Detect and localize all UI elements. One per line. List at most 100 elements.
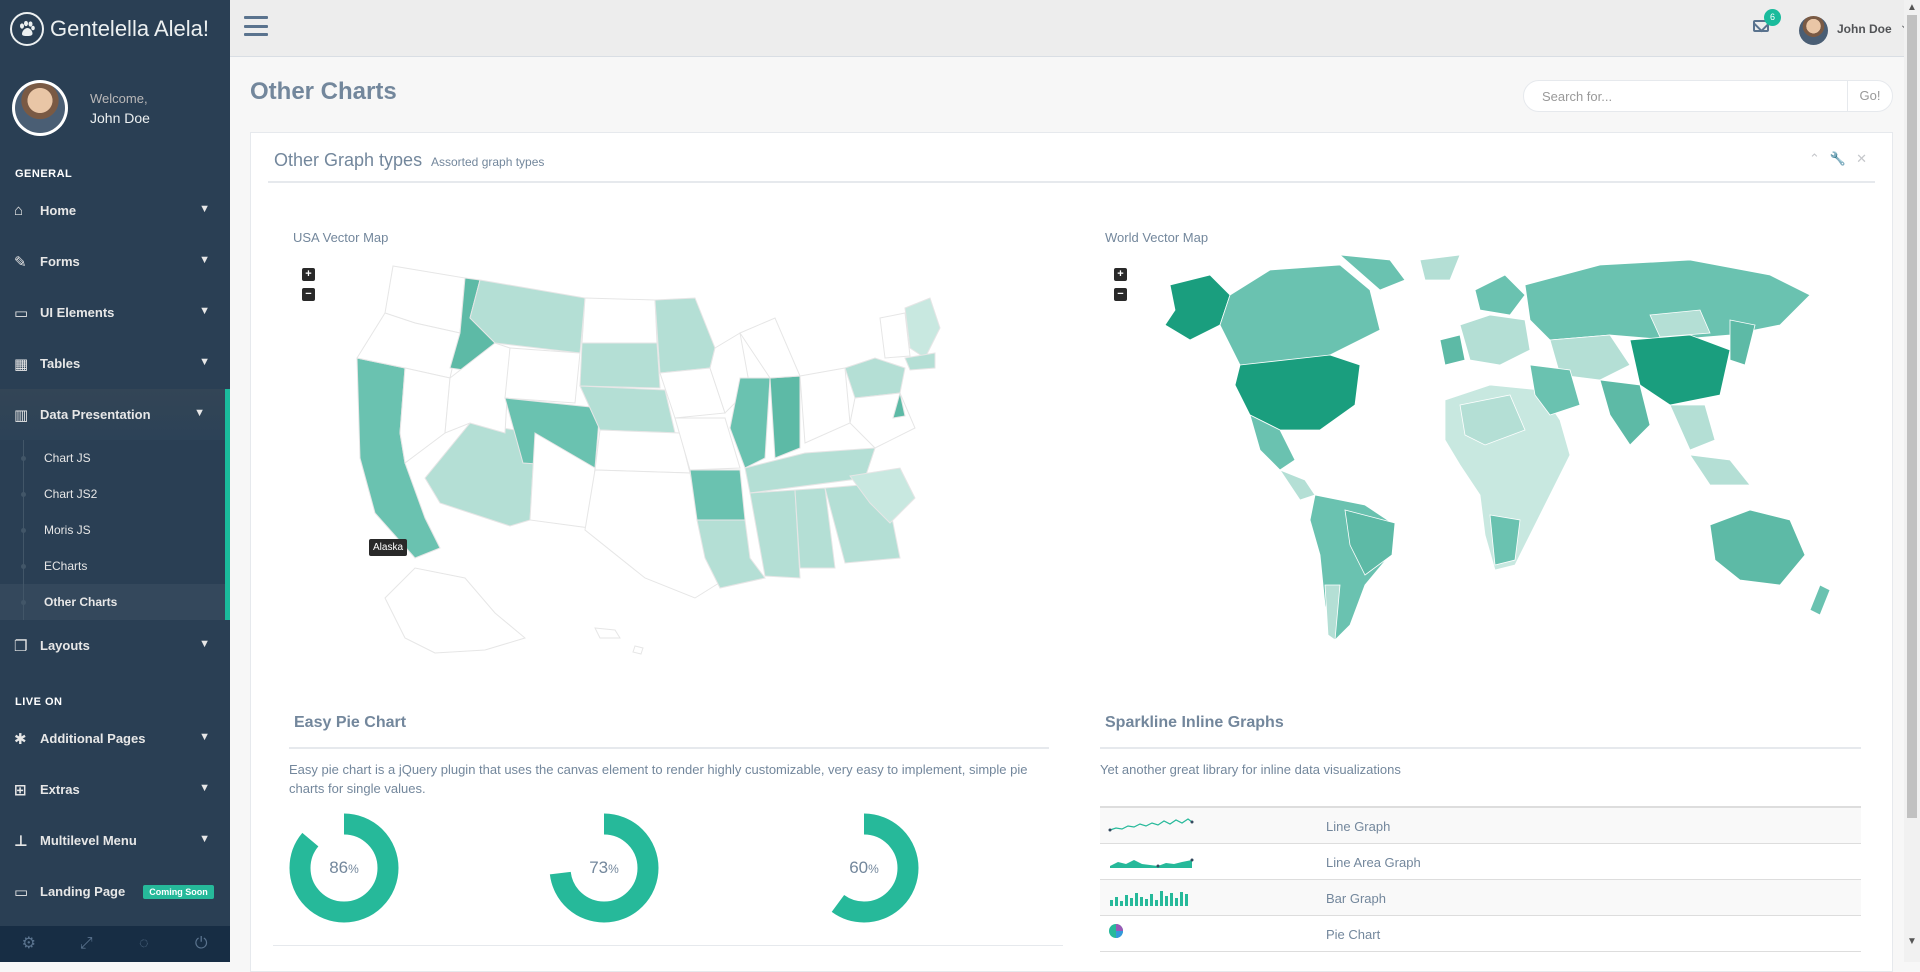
sidebar: Gentelella Alela! Welcome, John Doe GENE…	[0, 0, 230, 962]
sidebar-subitem-other-charts[interactable]: Other Charts	[0, 584, 225, 620]
desktop-icon: ▭	[14, 304, 29, 322]
pie-value-2: 73%	[589, 858, 619, 877]
pie-value-1: 86%	[329, 858, 359, 877]
menu-section-general: GENERAL	[15, 168, 73, 180]
easy-pie-title: Easy Pie Chart	[294, 714, 407, 731]
sidebar-item-label: Home	[40, 203, 77, 218]
usa-vector-map[interactable]	[345, 258, 975, 658]
sitemap-icon: ⊥	[14, 832, 28, 850]
sparkline-table: Line Graph Line Area Graph Bar Graph	[1100, 806, 1861, 952]
sidebar-item-label: Landing Page	[40, 884, 126, 899]
sparkline-line-area-graph	[1110, 858, 1194, 868]
table-icon: ▦	[14, 355, 29, 373]
world-zoom-in-button[interactable]: +	[1114, 268, 1127, 281]
sidebar-item-layouts[interactable]: ❐ Layouts ▼	[0, 620, 230, 671]
usa-zoom-out-button[interactable]: −	[302, 288, 315, 301]
pie-arc	[549, 813, 659, 923]
sidebar-subitem-chart-js[interactable]: Chart JS	[0, 440, 225, 476]
laptop-icon: ▭	[14, 883, 29, 901]
sparkline-title: Sparkline Inline Graphs	[1105, 714, 1284, 731]
world-zoom-out-button[interactable]: −	[1114, 288, 1127, 301]
panel-subtitle: Assorted graph types	[431, 155, 545, 169]
chevron-down-icon: ▼	[194, 407, 205, 419]
edit-icon: ✎	[14, 253, 27, 271]
paw-icon	[10, 11, 44, 46]
profile: Welcome, John Doe	[0, 57, 230, 159]
sidebar-item-multilevel-menu[interactable]: ⊥ Multilevel Menu ▼	[0, 815, 230, 866]
power-off-icon[interactable]: ⏻	[194, 935, 208, 952]
sidebar-item-extras[interactable]: ⊞ Extras ▼	[0, 764, 230, 815]
pie-arc	[289, 813, 399, 923]
table-row: Pie Chart	[1100, 916, 1861, 952]
panel-title: Other Graph types	[274, 150, 423, 170]
sidebar-item-home[interactable]: ⌂ Home ▼	[0, 185, 230, 236]
sidebar-item-label: Tables	[40, 356, 81, 371]
brand[interactable]: Gentelella Alela!	[0, 0, 230, 57]
sidebar-item-data-presentation[interactable]: ▥ Data Presentation ▼	[0, 389, 230, 440]
sidebar-item-landing-page[interactable]: ▭ Landing Page Coming Soon	[0, 866, 230, 917]
chevron-down-icon: ▼	[199, 782, 210, 794]
wrench-icon[interactable]: 🔧	[1829, 151, 1847, 166]
pie-chart-3: 60%	[809, 813, 919, 923]
pie-value-3: 60%	[849, 858, 879, 877]
sidebar-subitem-echarts[interactable]: ECharts	[0, 548, 225, 584]
windows-icon: ⊞	[14, 781, 27, 799]
world-vector-map[interactable]	[1130, 255, 1830, 650]
chevron-down-icon: ▼	[199, 305, 210, 317]
scroll-up-icon[interactable]: ▲	[1907, 2, 1917, 13]
close-icon[interactable]: ✕	[1856, 151, 1867, 166]
scroll-down-icon[interactable]: ▼	[1907, 936, 1917, 947]
sidebar-item-label: Layouts	[40, 638, 90, 653]
fullscreen-icon[interactable]: ⤢	[79, 935, 93, 952]
bug-icon: ✱	[14, 730, 27, 748]
panel-tools: ⌃ 🔧 ✕	[1809, 151, 1867, 167]
pie-ring-2	[549, 813, 659, 923]
coming-soon-badge: Coming Soon	[143, 884, 214, 899]
sidebar-item-tables[interactable]: ▦ Tables ▼	[0, 338, 230, 389]
sidebar-item-forms[interactable]: ✎ Forms ▼	[0, 236, 230, 287]
sidebar-item-label: Data Presentation	[40, 407, 151, 422]
panel-header: Other Graph types Assorted graph types ⌃…	[268, 133, 1875, 183]
easy-pie-bottom-rule	[273, 945, 1063, 946]
scrollbar-thumb[interactable]	[1907, 15, 1917, 818]
sidebar-item-label: UI Elements	[40, 305, 115, 320]
sparkline-label: Line Area Graph	[1326, 855, 1421, 870]
settings-icon[interactable]: ⚙	[21, 935, 36, 952]
page-title: Other Charts	[250, 78, 397, 105]
table-row: Line Area Graph	[1100, 844, 1861, 880]
page-scrollbar[interactable]: ▲ ▼	[1904, 0, 1920, 962]
notification-badge: 6	[1764, 9, 1781, 26]
home-icon: ⌂	[14, 202, 24, 219]
sparkline-label: Line Graph	[1326, 819, 1391, 834]
submenu-data-presentation: Chart JS Chart JS2 Moris JS ECharts Othe…	[0, 440, 230, 620]
chevron-down-icon: ▼	[199, 731, 210, 743]
sidebar-subitem-chart-js2[interactable]: Chart JS2	[0, 476, 225, 512]
search-go-button[interactable]: Go!	[1847, 81, 1892, 111]
sidebar-footer: ⚙ ⤢ ◌ ⏻	[0, 926, 230, 962]
welcome-text: Welcome,	[90, 90, 148, 106]
usa-map-label: USA Vector Map	[293, 230, 389, 245]
menu-toggle-icon[interactable]	[244, 16, 268, 36]
eye-slash-icon[interactable]: ◌	[138, 935, 149, 952]
sparkline-rule	[1100, 747, 1861, 749]
clone-icon: ❐	[14, 637, 28, 655]
pie-chart-1: 86%	[289, 813, 399, 923]
sidebar-item-additional-pages[interactable]: ✱ Additional Pages ▼	[0, 713, 230, 764]
pie-arc	[809, 813, 919, 923]
search-input[interactable]	[1524, 81, 1847, 111]
pie-chart-2: 73%	[549, 813, 659, 923]
chevron-up-icon[interactable]: ⌃	[1809, 151, 1820, 166]
sparkline-line-graph	[1108, 818, 1194, 832]
chevron-down-icon: ▼	[199, 356, 210, 368]
usa-zoom-in-button[interactable]: +	[302, 268, 315, 281]
sparkline-pie-chart	[1109, 924, 1123, 938]
envelope-icon[interactable]	[1753, 20, 1769, 32]
table-row: Line Graph	[1100, 808, 1861, 844]
chevron-down-icon: ▼	[199, 638, 210, 650]
menu-section-live: LIVE ON	[15, 696, 63, 708]
sidebar-item-ui-elements[interactable]: ▭ UI Elements ▼	[0, 287, 230, 338]
sidebar-subitem-moris-js[interactable]: Moris JS	[0, 512, 225, 548]
user-avatar[interactable]	[1799, 16, 1828, 45]
sidebar-item-label: Multilevel Menu	[40, 833, 137, 848]
user-menu[interactable]: John Doe	[1837, 22, 1892, 36]
